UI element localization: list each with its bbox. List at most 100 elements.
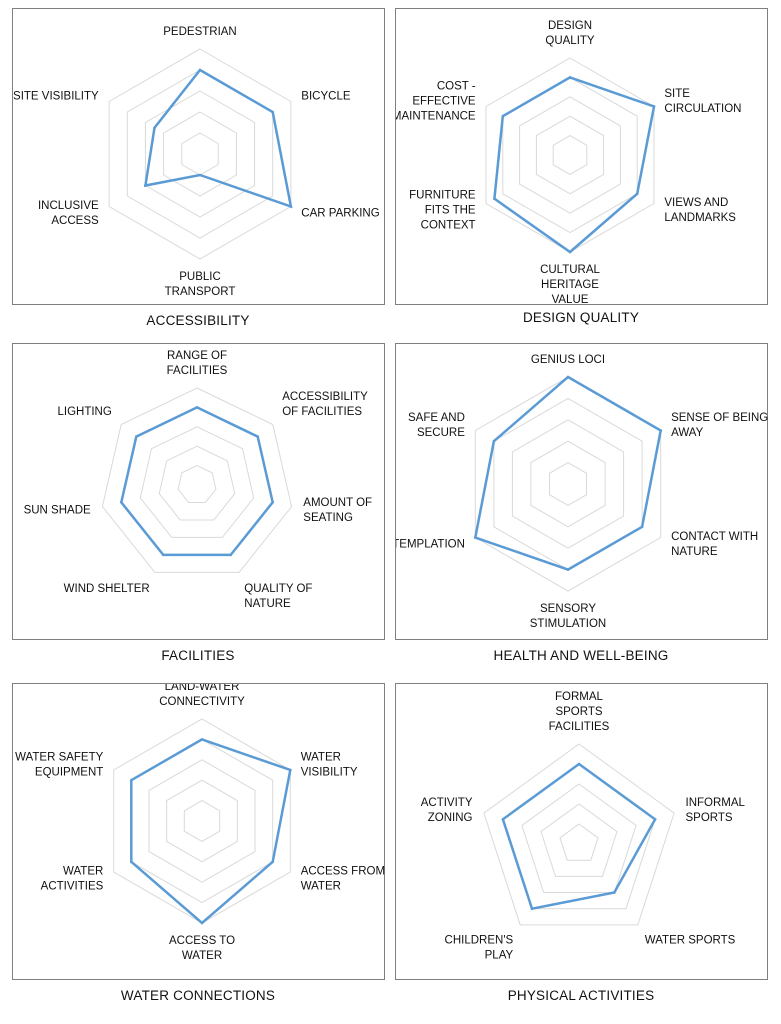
- axis-label-access-to-water: ACCESS TO WATER: [169, 935, 235, 962]
- series-line: [473, 375, 663, 571]
- data-point-water-visibility: [289, 768, 292, 772]
- axis-label-safe-and-secure: SAFE AND SECURE: [408, 412, 465, 439]
- axis-label-range-of-facilities: RANGE OF FACILITIES: [167, 350, 228, 377]
- grid-ring: [485, 57, 655, 253]
- axis-label-water-safety-equipment: WATER SAFETY EQUIPMENT: [15, 752, 104, 779]
- axis-label-lighting: LIGHTING: [57, 406, 111, 418]
- axis-label-car-parking: CAR PARKING: [301, 208, 379, 220]
- grid-ring: [483, 743, 675, 926]
- panel-accessibility: PEDESTRIAN BICYCLE CAR PARKING PUBLIC TRANSP…: [12, 8, 385, 305]
- axis-label-furniture-fits-the-context: FURNITURE FITS THE CONTEXT: [409, 190, 476, 232]
- axis-label-inclusive-access: INCLUSIVE ACCESS: [38, 200, 99, 227]
- data-point-range-of-facilities: [195, 406, 199, 409]
- axis-label-sensory-stimulation: SENSORY STIMULATION: [530, 603, 606, 630]
- grid-ring: [549, 462, 587, 506]
- grid-ring: [113, 718, 291, 924]
- data-point-genius-loci: [566, 375, 570, 379]
- data-point-sense-of-being-away: [659, 429, 662, 432]
- data-point-safe-and-secure: [492, 439, 496, 443]
- data-point-amount-of-seating: [271, 501, 275, 504]
- data-point-lighting: [135, 435, 138, 438]
- axis-label-formal-sports-facilities: FORMAL SPORTS FACILITIES: [549, 691, 610, 733]
- series-line: [493, 76, 656, 254]
- data-point-views-and-landmarks: [635, 192, 639, 196]
- series-line: [501, 762, 657, 911]
- grid-ring: [101, 387, 293, 573]
- data-point-children-s-play: [530, 907, 534, 910]
- axis-label-site-circulation: SITE CIRCULATION: [664, 88, 741, 115]
- grid-ring: [183, 800, 221, 842]
- data-point-public-transport: [198, 173, 202, 177]
- axis-label-accessibility-of-facilities: ACCESSIBILITY OF FACILITIES: [282, 391, 368, 418]
- axis-label-genius-loci: GENIUS LOCI: [531, 354, 605, 366]
- grid-ring: [474, 376, 662, 592]
- axis-label-cost-effective-maintenance: COST -EFFECTIVE MAINTENANCE: [396, 81, 476, 123]
- axis-label-public-transport: PUBLIC TRANSPORT: [165, 271, 236, 298]
- data-point-informal-sports: [653, 818, 657, 821]
- grid-ring: [521, 783, 637, 893]
- grid-ring: [163, 111, 237, 197]
- caption-facilities: FACILITIES: [161, 648, 235, 663]
- data-point-water-activities: [130, 860, 133, 864]
- data-point-car-parking: [289, 205, 293, 208]
- grid-ring: [181, 132, 219, 176]
- data-point-formal-sports-facilities: [577, 762, 581, 766]
- axis-label-activity-zoning: ACTIVITY ZONING: [421, 797, 473, 824]
- data-point-furniture-fits-the-context: [493, 197, 496, 200]
- data-point-inclusive-access: [144, 184, 147, 187]
- data-point-water-sports: [613, 891, 616, 894]
- panel-water-connections: LAND-WATER CONNECTIVITY WATER VISIBILITY ACC…: [12, 683, 385, 980]
- series-line: [119, 406, 275, 557]
- axis-label-cultural-heritage-value: CULTURAL HERITAGE VALUE: [540, 264, 600, 306]
- grid-ring: [177, 465, 217, 503]
- data-point-cultural-heritage-value: [568, 250, 572, 254]
- axis-label-quality-of-nature: QUALITY OF NATURE: [244, 583, 312, 610]
- data-point-wind-shelter: [162, 553, 165, 557]
- axis-label-water-visibility: WATER VISIBILITY: [301, 752, 358, 779]
- axis-label-contemplation: CONTEMPLATION: [396, 539, 465, 551]
- grid-ring: [530, 440, 606, 528]
- caption-water-connections: WATER CONNECTIONS: [120, 988, 276, 1003]
- grid-ring: [502, 76, 638, 234]
- data-point-accessibility-of-facilities: [256, 435, 259, 438]
- caption-design-quality: DESIGN QUALITY: [522, 310, 640, 325]
- data-point-contact-with-nature: [640, 525, 644, 529]
- data-point-quality-of-nature: [229, 553, 232, 557]
- caption-physical-activities: PHYSICAL ACTIVITIES: [507, 988, 655, 1003]
- axis-label-bicycle: BICYCLE: [301, 91, 351, 103]
- grid-ring: [166, 779, 238, 863]
- data-point-design-quality: [568, 76, 572, 79]
- data-point-activity-zoning: [501, 818, 505, 821]
- panel-health-and-well-being: GENIUS LOCI SENSE OF BEING AWAY CONTACT WIT…: [395, 343, 768, 640]
- axis-label-contact-with-nature: CONTACT WITH NATURE: [671, 531, 758, 558]
- radar-chart-accessibility: PEDESTRIAN BICYCLE CAR PARKING PUBLIC TRANSP…: [13, 26, 380, 298]
- panel-physical-activities: FORMAL SPORTS FACILITIES INFORMAL SPORTS WATE…: [395, 683, 768, 980]
- grid-ring: [108, 48, 292, 260]
- caption-health-and-well-being: HEALTH AND WELL-BEING: [493, 648, 669, 663]
- grid-ring: [144, 90, 256, 218]
- axis-label-water-activities: WATER ACTIVITIES: [41, 866, 104, 893]
- grid-ring: [519, 96, 621, 214]
- data-point-cost-effective-maintenance: [501, 114, 505, 118]
- data-point-bicycle: [271, 110, 275, 114]
- caption-accessibility: ACCESSIBILITY: [146, 313, 250, 328]
- axis-label-informal-sports: INFORMAL SPORTS: [686, 797, 746, 824]
- data-point-site-visibility: [153, 126, 156, 130]
- radar-chart-facilities: RANGE OF FACILITIES ACCESSIBILITY OF FACILI…: [24, 350, 373, 610]
- panel-design-quality: DESIGN QUALITY SITE CIRCULATION VIEWS AND LAN…: [395, 8, 768, 306]
- panel-facilities: RANGE OF FACILITIES ACCESSIBILITY OF FACILI…: [12, 343, 385, 640]
- radar-chart-design-quality: DESIGN QUALITY SITE CIRCULATION VIEWS AND LAN…: [396, 20, 742, 306]
- grid-ring: [559, 823, 599, 861]
- radar-chart-water-connections: LAND-WATER CONNECTIVITY WATER VISIBILITY ACC…: [15, 684, 385, 962]
- axis-label-sun-shade: SUN SHADE: [24, 504, 91, 516]
- data-point-access-to-water: [200, 921, 204, 925]
- axis-label-views-and-landmarks: VIEWS AND LANDMARKS: [664, 197, 736, 224]
- data-point-site-circulation: [652, 105, 656, 108]
- data-point-access-from-water: [271, 860, 275, 864]
- grid-ring: [148, 759, 256, 883]
- data-point-sensory-stimulation: [566, 568, 570, 571]
- grid-ring: [540, 803, 618, 877]
- axis-label-water-sports: WATER SPORTS: [645, 935, 736, 947]
- grid-ring: [493, 397, 643, 571]
- radar-chart-health-and-well-being: GENIUS LOCI SENSE OF BEING AWAY CONTACT WIT…: [396, 354, 768, 630]
